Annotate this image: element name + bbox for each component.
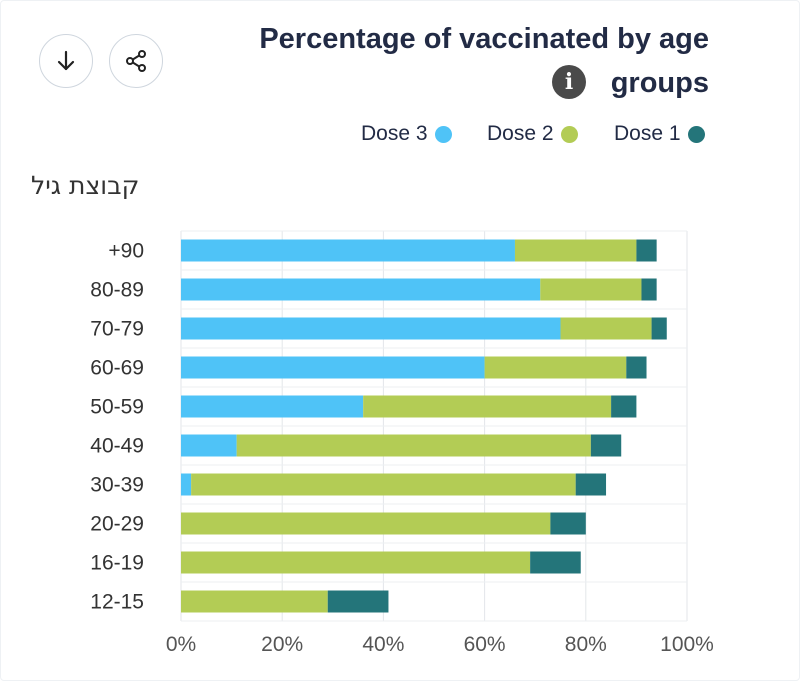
bar-dose-2 [540, 278, 642, 301]
y-tick-label: 20-29 [90, 513, 144, 536]
x-tick-label: 80% [565, 633, 607, 656]
y-tick-label: 50-59 [90, 396, 144, 419]
bar-dose-3 [181, 278, 541, 301]
info-icon[interactable]: i [552, 65, 586, 99]
bar-dose-2 [181, 512, 551, 535]
legend-item-dose1[interactable]: Dose 1 [614, 119, 705, 149]
legend-label: Dose 1 [614, 122, 681, 145]
bar-dose-2 [514, 239, 637, 262]
y-tick-label: 40-49 [90, 435, 144, 458]
arrow-down-icon [57, 50, 75, 71]
bar-dose-3 [181, 239, 515, 262]
bar-dose-3 [181, 473, 192, 496]
x-tick-label: 0% [166, 633, 196, 656]
bar-dose-1 [626, 356, 647, 379]
bar-dose-2 [181, 590, 328, 613]
download-button[interactable] [39, 34, 93, 88]
legend-swatch [687, 125, 705, 143]
y-tick-label: 12-15 [90, 591, 144, 614]
y-tick-label: 30-39 [90, 474, 144, 497]
x-tick-label: 40% [362, 633, 404, 656]
bar-dose-2 [181, 551, 531, 574]
y-tick-label: 80-89 [90, 279, 144, 302]
bar-dose-2 [363, 395, 612, 418]
x-tick-label: 100% [660, 633, 714, 656]
bar-dose-2 [560, 317, 652, 340]
bar-dose-1 [636, 239, 657, 262]
y-tick-label: 70-79 [90, 318, 144, 341]
legend-swatch [434, 125, 452, 143]
y-tick-label: 60-69 [90, 357, 144, 380]
y-tick-label: +90 [108, 240, 144, 263]
bar-dose-1 [530, 551, 581, 574]
bar-dose-1 [327, 590, 389, 613]
legend-item-dose2[interactable]: Dose 2 [487, 119, 578, 149]
bar-dose-1 [651, 317, 667, 340]
bar-dose-2 [191, 473, 576, 496]
bar-dose-3 [181, 317, 561, 340]
bar-dose-1 [611, 395, 637, 418]
bar-dose-2 [484, 356, 627, 379]
bar-dose-3 [181, 434, 237, 457]
y-axis-title: קבוצת גיל [31, 171, 140, 200]
x-tick-label: 60% [464, 633, 506, 656]
bar-dose-1 [590, 434, 622, 457]
share-button[interactable] [109, 34, 163, 88]
chart-title-line1: Percentage of vaccinated by age [259, 23, 709, 55]
y-tick-label: 16-19 [90, 552, 144, 575]
bar-dose-2 [236, 434, 591, 457]
legend-label: Dose 2 [487, 122, 554, 145]
bar-dose-1 [550, 512, 586, 535]
legend-swatch [560, 125, 578, 143]
bar-dose-3 [181, 356, 485, 379]
chart-title-line2: groups [610, 67, 709, 99]
legend-label: Dose 3 [361, 122, 428, 145]
share-icon [126, 50, 146, 72]
legend-item-dose3[interactable]: Dose 3 [361, 119, 452, 149]
bar-dose-3 [181, 395, 364, 418]
bar-dose-1 [641, 278, 657, 301]
x-tick-label: 20% [261, 633, 303, 656]
bar-dose-1 [575, 473, 607, 496]
